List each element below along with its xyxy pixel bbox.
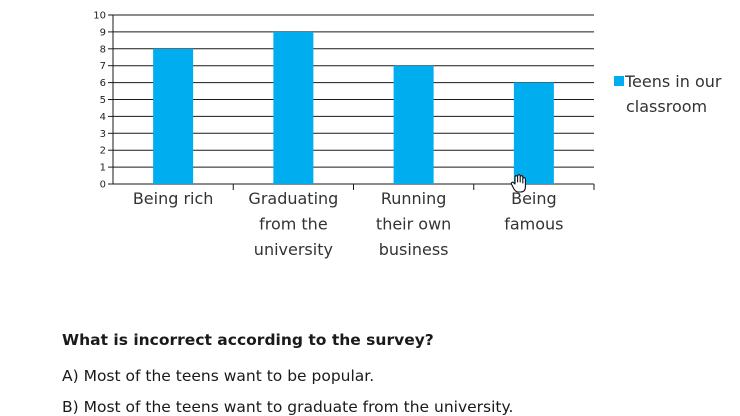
y-tick-label: 4 <box>100 112 106 123</box>
legend-label: Teens in our classroom <box>624 72 722 116</box>
y-tick-label: 10 <box>93 11 106 22</box>
legend-swatch <box>614 76 624 86</box>
hand-cursor-icon <box>510 174 526 193</box>
x-tick-label: Graduating from the university <box>248 189 338 259</box>
y-tick-label: 9 <box>100 27 106 38</box>
y-tick-label: 8 <box>100 44 106 55</box>
y-tick-label: 3 <box>100 129 106 140</box>
y-tick-label: 6 <box>100 78 106 89</box>
x-tick-label: Running their own business <box>376 189 451 259</box>
option-b[interactable]: B) Most of the teens want to graduate fr… <box>62 398 514 416</box>
question-text: What is incorrect according to the surve… <box>62 331 434 349</box>
x-tick-label: Being rich <box>133 189 214 208</box>
bar[interactable] <box>513 82 554 184</box>
bar[interactable] <box>273 31 314 185</box>
bar[interactable] <box>393 65 434 184</box>
option-a[interactable]: A) Most of the teens want to be popular. <box>62 367 375 385</box>
y-tick-label: 5 <box>100 95 106 106</box>
y-tick-label: 7 <box>100 61 106 72</box>
y-tick-label: 0 <box>100 180 106 191</box>
x-tick-label: Being famous <box>504 189 563 234</box>
bar-chart: 0 1 2 3 4 5 6 7 8 9 10 Being rich Graduating from the… <box>93 11 722 260</box>
y-tick-label: 1 <box>100 163 106 174</box>
y-tick-label: 2 <box>100 146 106 157</box>
bar[interactable] <box>153 48 194 184</box>
